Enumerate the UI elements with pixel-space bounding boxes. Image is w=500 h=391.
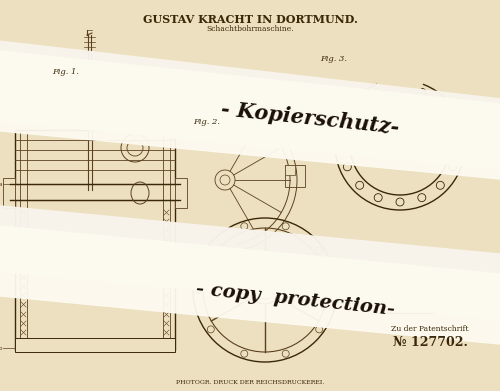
Circle shape xyxy=(453,141,461,149)
Wedge shape xyxy=(377,78,423,102)
Circle shape xyxy=(448,119,456,127)
Text: GUSTAV KRACHT IN DORTMUND.: GUSTAV KRACHT IN DORTMUND. xyxy=(142,14,358,25)
Circle shape xyxy=(194,287,202,294)
Circle shape xyxy=(356,181,364,189)
Circle shape xyxy=(344,119,351,127)
Text: Fig. 2.: Fig. 2. xyxy=(193,118,220,126)
Bar xyxy=(285,165,305,187)
Text: Zu der Patentschrift: Zu der Patentschrift xyxy=(391,325,469,333)
Bar xyxy=(15,130,175,350)
Circle shape xyxy=(208,247,214,254)
Polygon shape xyxy=(0,40,500,170)
Bar xyxy=(375,288,430,313)
Circle shape xyxy=(356,101,364,109)
Circle shape xyxy=(316,326,322,333)
Circle shape xyxy=(316,247,322,254)
Polygon shape xyxy=(375,268,415,288)
Circle shape xyxy=(208,326,214,333)
Text: a: a xyxy=(0,181,2,187)
Circle shape xyxy=(339,141,347,149)
Circle shape xyxy=(418,194,426,202)
Circle shape xyxy=(436,181,444,189)
Text: Fig. 3.: Fig. 3. xyxy=(320,55,347,63)
Circle shape xyxy=(241,223,248,230)
Text: Fig. 1.: Fig. 1. xyxy=(52,68,79,76)
Text: - copy  protection-: - copy protection- xyxy=(194,281,396,319)
Circle shape xyxy=(344,163,351,171)
Text: № 127702.: № 127702. xyxy=(392,336,468,349)
Polygon shape xyxy=(0,50,500,180)
Circle shape xyxy=(418,88,426,96)
Circle shape xyxy=(241,350,248,357)
Bar xyxy=(375,268,435,313)
Text: - Kopierschutz-: - Kopierschutz- xyxy=(220,99,400,137)
Circle shape xyxy=(328,287,336,294)
Bar xyxy=(3,178,15,208)
Circle shape xyxy=(374,88,382,96)
Polygon shape xyxy=(0,225,500,345)
Circle shape xyxy=(282,350,289,357)
Circle shape xyxy=(374,194,382,202)
Bar xyxy=(15,338,175,352)
Circle shape xyxy=(282,223,289,230)
Text: b: b xyxy=(0,346,2,350)
Circle shape xyxy=(396,84,404,92)
Bar xyxy=(10,184,180,200)
Text: Schachtbohrmaschine.: Schachtbohrmaschine. xyxy=(206,25,294,33)
Polygon shape xyxy=(0,205,500,320)
Circle shape xyxy=(448,163,456,171)
Text: PHOTOGR. DRUCK DER REICHSDRUCKEREI.: PHOTOGR. DRUCK DER REICHSDRUCKEREI. xyxy=(176,380,324,385)
Circle shape xyxy=(436,101,444,109)
Circle shape xyxy=(396,198,404,206)
Bar xyxy=(285,165,295,175)
Bar xyxy=(175,178,187,208)
